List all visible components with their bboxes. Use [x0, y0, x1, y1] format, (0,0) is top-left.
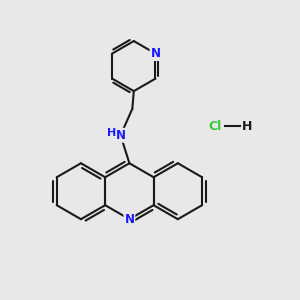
Text: N: N — [116, 129, 126, 142]
Text: H: H — [242, 120, 252, 133]
Text: H: H — [106, 128, 116, 138]
Text: Cl: Cl — [208, 120, 221, 133]
Text: N: N — [124, 213, 134, 226]
Text: N: N — [151, 47, 160, 60]
